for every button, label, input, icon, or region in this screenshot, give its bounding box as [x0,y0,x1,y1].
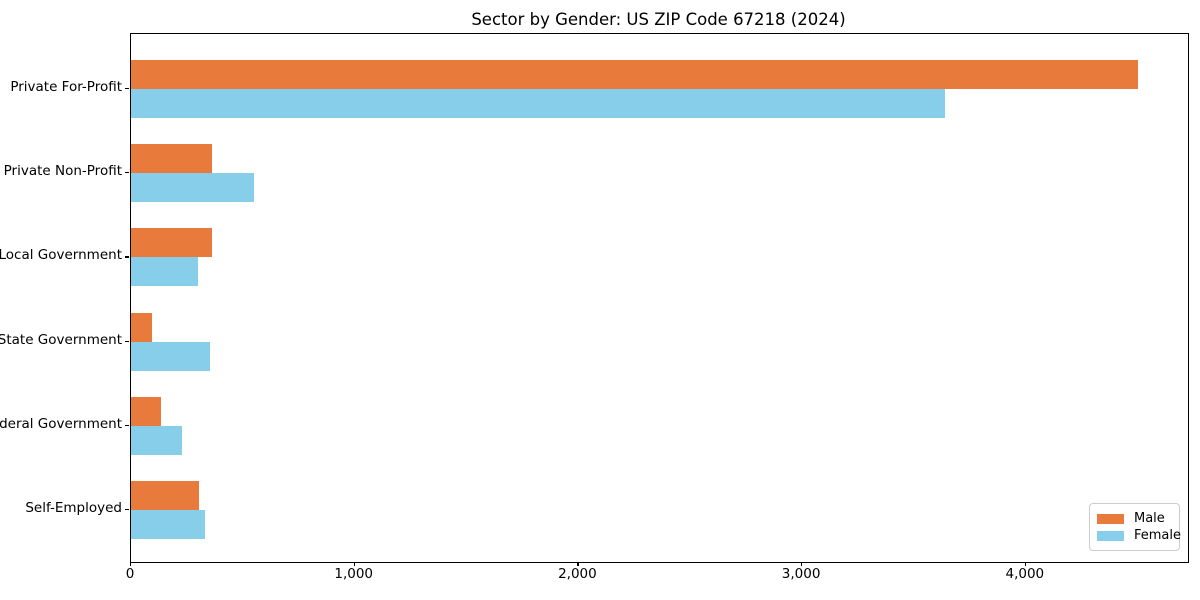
bar-female-private-non-profit [131,173,254,203]
y-tick-label: Self-Employed [25,500,122,516]
y-tick-mark [125,509,129,511]
bar-female-self-employed [131,510,205,539]
x-tick-mark [353,562,355,566]
plot-area: Male Female [130,33,1189,563]
y-tick-mark [125,340,129,342]
legend-label-female: Female [1134,528,1182,543]
legend-swatch-female [1097,530,1124,541]
x-tick-mark [801,562,803,566]
y-tick-mark [125,424,129,426]
legend-item-female: Female [1097,527,1181,544]
bar-male-state-government [131,312,152,342]
bar-male-local-government [131,228,212,258]
bar-female-private-for-profit [131,89,945,118]
x-tick-label: 0 [125,566,135,582]
y-tick-label: Private For-Profit [10,79,122,95]
y-tick-mark [125,256,129,258]
x-tick-label: 2,000 [558,566,597,582]
legend-swatch-male [1097,513,1124,524]
legend-item-male: Male [1097,510,1173,527]
bar-male-self-employed [131,481,199,510]
x-tick-mark [1024,562,1026,566]
bar-male-federal-government [131,396,161,426]
bar-female-federal-government [131,425,182,455]
y-tick-mark [125,172,129,174]
y-tick-label: Local Government [0,247,122,264]
x-tick-label: 3,000 [781,566,821,582]
x-tick-label: 1,000 [334,566,374,582]
y-tick-label: State Government [0,331,122,348]
bar-female-state-government [131,341,210,371]
chart-title: Sector by Gender: US ZIP Code 67218 (202… [471,10,846,29]
bar-female-local-government [131,257,198,287]
legend-label-male: Male [1134,511,1165,526]
bar-male-private-non-profit [131,144,212,174]
x-tick-mark [130,562,132,566]
legend: Male Female [1089,503,1181,551]
bar-male-private-for-profit [131,60,1138,89]
x-tick-mark [577,562,579,566]
y-tick-mark [125,88,129,90]
y-tick-label: Private Non-Profit [3,163,122,180]
y-tick-label: Federal Government [0,415,122,432]
x-tick-label: 4,000 [1005,566,1045,582]
